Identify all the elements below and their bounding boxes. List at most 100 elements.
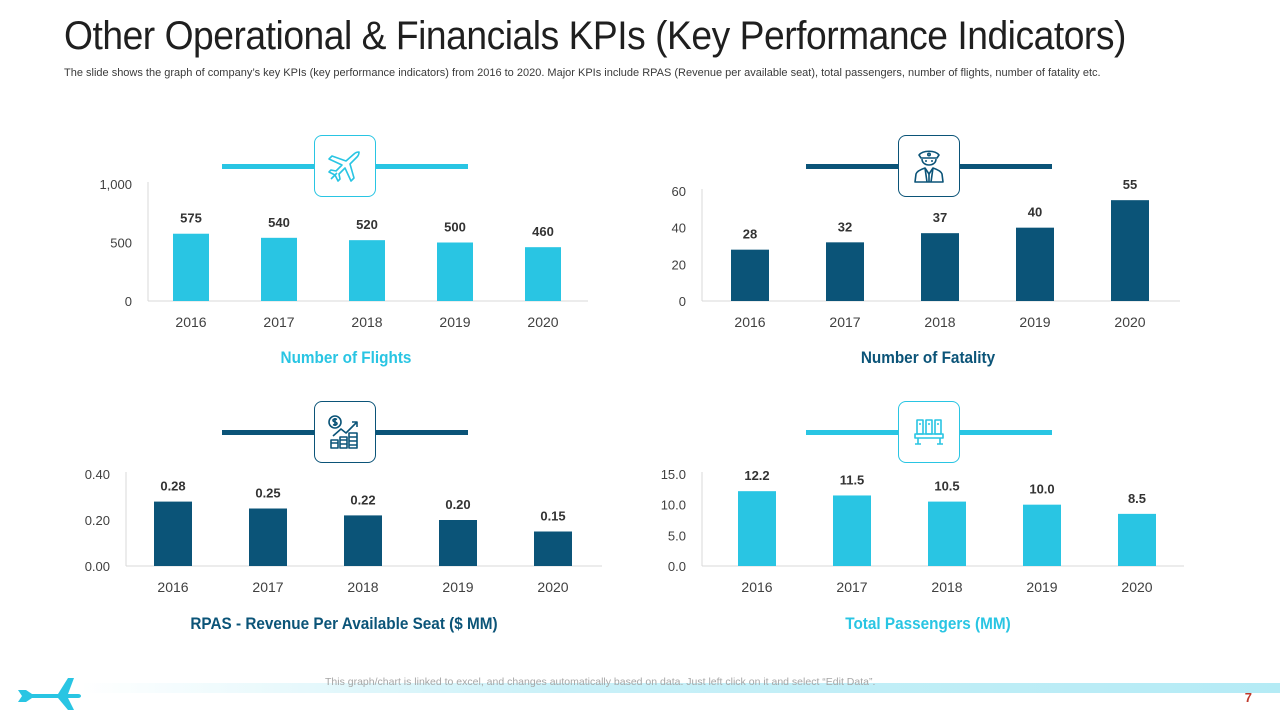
flights-ytick-label: 500 — [110, 236, 132, 251]
fatality-data-label: 55 — [1123, 177, 1137, 192]
rpas-xtick-label: 2017 — [252, 579, 283, 595]
flights-bar — [525, 247, 561, 301]
fatality-icon-box — [898, 135, 960, 197]
rpas-ytick-label: 0.40 — [85, 467, 110, 482]
fatality-ytick-label: 0 — [679, 294, 686, 309]
flights-data-label: 460 — [532, 224, 554, 239]
fatality-data-label: 28 — [743, 227, 757, 242]
money-growth-icon — [328, 415, 358, 449]
footer-band — [80, 683, 1280, 693]
rpas-bar — [439, 520, 477, 566]
page-title: Other Operational & Financials KPIs (Key… — [64, 14, 1126, 58]
passengers-bar — [928, 501, 966, 566]
fatality-data-label: 40 — [1028, 205, 1042, 220]
flights-data-label: 575 — [180, 211, 202, 226]
chart-flights: 0 500 1,000 575 2016 540 2017 520 2018 500 2019 460… — [80, 170, 600, 340]
chart-passengers: 0.0 5.0 10.0 15.0 12.2 2016 11.5 2017 10.5 2018 10… — [660, 465, 1190, 605]
flights-ytick-label: 0 — [125, 294, 132, 309]
chart-fatality-svg: 0 20 40 60 28 2016 32 2017 37 2018 40 2019 55 2020 — [672, 177, 1180, 330]
airplane-icon — [328, 151, 360, 182]
passengers-data-label: 10.0 — [1029, 482, 1054, 497]
passengers-bar — [738, 491, 776, 566]
rpas-data-label: 0.15 — [540, 509, 565, 524]
fatality-xtick-label: 2018 — [924, 314, 955, 330]
chart-flights-svg: 0 500 1,000 575 2016 540 2017 520 2018 500 2019 460… — [99, 177, 588, 330]
fatality-xtick-label: 2016 — [734, 314, 765, 330]
flights-ytick-label: 1,000 — [99, 177, 132, 192]
passengers-ytick-label: 5.0 — [668, 528, 686, 543]
rpas-bar — [344, 515, 382, 566]
fatality-xtick-label: 2019 — [1019, 314, 1050, 330]
passengers-xtick-label: 2020 — [1121, 579, 1152, 595]
chart-title-passengers: Total Passengers (MM) — [845, 614, 1011, 633]
chart-title-rpas: RPAS - Revenue Per Available Seat ($ MM) — [190, 614, 498, 633]
flights-data-label: 520 — [356, 217, 378, 232]
airplane-seats-icon — [914, 419, 944, 445]
flights-bar — [173, 233, 209, 301]
passengers-data-label: 8.5 — [1128, 491, 1146, 506]
passengers-data-label: 12.2 — [744, 468, 769, 483]
passengers-icon-box — [898, 401, 960, 463]
passengers-xtick-label: 2019 — [1026, 579, 1057, 595]
rpas-xtick-label: 2018 — [347, 579, 378, 595]
passengers-ytick-label: 10.0 — [661, 498, 686, 513]
fatality-ytick-label: 60 — [672, 184, 686, 199]
rpas-xtick-label: 2020 — [537, 579, 568, 595]
passengers-ytick-label: 0.0 — [668, 559, 686, 574]
chart-title-flights: Number of Flights — [280, 348, 412, 367]
rpas-data-label: 0.25 — [255, 486, 280, 501]
fatality-ytick-label: 40 — [672, 221, 686, 236]
chart-title-fatality: Number of Fatality — [860, 348, 996, 367]
flights-xtick-label: 2020 — [527, 314, 558, 330]
passengers-bar — [1118, 513, 1156, 566]
passengers-xtick-label: 2018 — [931, 579, 962, 595]
flights-data-label: 500 — [444, 220, 466, 235]
fatality-bar — [1016, 227, 1054, 301]
rpas-bar — [249, 508, 287, 566]
chart-fatality: 0 20 40 60 28 2016 32 2017 37 2018 40 2019 55 2020 — [660, 170, 1190, 340]
flights-bar — [437, 242, 473, 301]
flights-icon-box — [314, 135, 376, 197]
passengers-xtick-label: 2016 — [741, 579, 772, 595]
rpas-xtick-label: 2019 — [442, 579, 473, 595]
page-number: 7 — [1244, 690, 1252, 705]
rpas-bar — [534, 531, 572, 566]
rpas-bar — [154, 501, 192, 566]
passengers-bar — [833, 495, 871, 566]
fatality-data-label: 37 — [933, 210, 947, 225]
flights-xtick-label: 2019 — [439, 314, 470, 330]
footer-airplane-icon — [18, 678, 81, 710]
flights-data-label: 540 — [268, 215, 290, 230]
passengers-data-label: 11.5 — [840, 472, 865, 487]
fatality-data-label: 32 — [838, 219, 852, 234]
rpas-xtick-label: 2016 — [157, 579, 188, 595]
passengers-data-label: 10.5 — [934, 479, 959, 494]
fatality-bar — [826, 242, 864, 301]
flights-bar — [349, 240, 385, 301]
rpas-ytick-label: 0.20 — [85, 513, 110, 528]
flights-xtick-label: 2018 — [351, 314, 382, 330]
fatality-ytick-label: 20 — [672, 257, 686, 272]
slide-description: The slide shows the graph of company’s k… — [64, 67, 1101, 79]
passengers-ytick-label: 15.0 — [661, 467, 686, 482]
chart-rpas-svg: 0.00 0.20 0.40 0.28 2016 0.25 2017 0.22 2018 0.20… — [85, 467, 602, 595]
rpas-icon-box — [314, 401, 376, 463]
chart-passengers-svg: 0.0 5.0 10.0 15.0 12.2 2016 11.5 2017 10.5 2018 10… — [661, 467, 1184, 595]
rpas-data-label: 0.28 — [160, 479, 185, 494]
passengers-xtick-label: 2017 — [836, 579, 867, 595]
fatality-bar — [1111, 200, 1149, 301]
rpas-data-label: 0.22 — [350, 492, 375, 507]
chart-rpas: 0.00 0.20 0.40 0.28 2016 0.25 2017 0.22 2018 0.20… — [80, 465, 610, 605]
fatality-xtick-label: 2020 — [1114, 314, 1145, 330]
fatality-bar — [731, 249, 769, 301]
passengers-bar — [1023, 504, 1061, 566]
flights-xtick-label: 2016 — [175, 314, 206, 330]
flights-xtick-label: 2017 — [263, 314, 294, 330]
rpas-data-label: 0.20 — [445, 497, 470, 512]
fatality-xtick-label: 2017 — [829, 314, 860, 330]
footer-note: This graph/chart is linked to excel, and… — [325, 676, 876, 688]
pilot-icon — [914, 150, 944, 183]
flights-bar — [261, 237, 297, 301]
rpas-ytick-label: 0.00 — [85, 559, 110, 574]
fatality-bar — [921, 233, 959, 301]
